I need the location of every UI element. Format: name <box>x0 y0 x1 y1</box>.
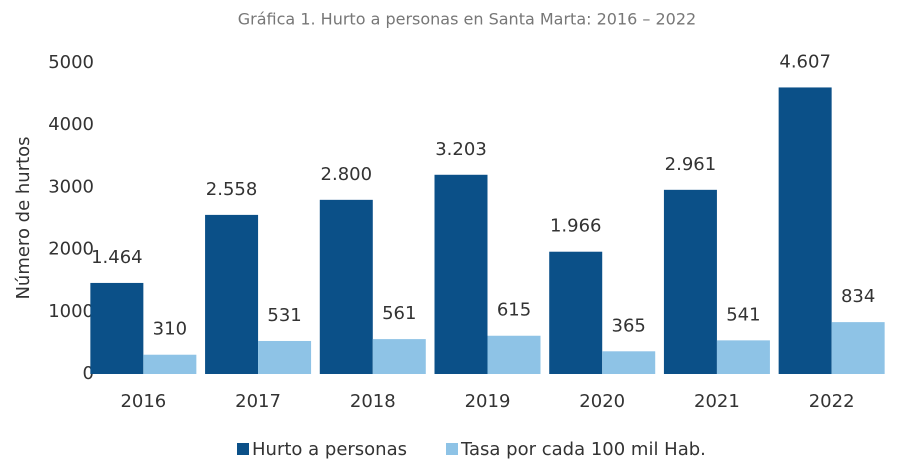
value-label: 615 <box>497 300 531 321</box>
bar <box>831 322 885 374</box>
value-label: 2.558 <box>206 179 258 200</box>
value-label: 531 <box>267 305 301 326</box>
value-label: 541 <box>726 304 760 325</box>
bar <box>258 340 312 374</box>
value-label: 4.607 <box>779 51 831 72</box>
bar <box>487 335 541 374</box>
y-tick-label: 0 <box>83 363 94 384</box>
bar <box>143 354 197 374</box>
x-tick-label: 2020 <box>579 391 625 412</box>
value-label: 365 <box>612 315 646 336</box>
x-tick-label: 2017 <box>235 391 281 412</box>
value-label: 1.966 <box>550 216 602 237</box>
x-tick-label: 2019 <box>465 391 511 412</box>
y-axis-label: Número de hurtos <box>13 136 34 299</box>
x-tick-label: 2021 <box>694 391 740 412</box>
bar <box>663 189 717 374</box>
chart-title: Gráfica 1. Hurto a personas en Santa Mar… <box>238 10 696 29</box>
value-label: 1.464 <box>91 247 143 268</box>
value-label: 561 <box>382 303 416 324</box>
y-tick-label: 3000 <box>48 176 94 197</box>
bar <box>319 199 373 374</box>
value-label: 834 <box>841 286 875 307</box>
y-tick-label: 1000 <box>48 301 94 322</box>
legend-label: Hurto a personas <box>252 439 407 459</box>
bar <box>205 214 259 374</box>
y-tick-label: 4000 <box>48 114 94 135</box>
bar <box>90 282 144 374</box>
bar <box>549 251 603 374</box>
x-tick-label: 2016 <box>120 391 166 412</box>
legend-swatch <box>237 443 249 455</box>
bar <box>602 351 656 374</box>
y-tick-label: 2000 <box>48 239 94 260</box>
y-tick-label: 5000 <box>48 52 94 73</box>
value-label: 2.961 <box>665 154 717 175</box>
value-label: 310 <box>153 319 187 340</box>
bar <box>716 340 770 374</box>
legend-label: Tasa por cada 100 mil Hab. <box>460 439 706 459</box>
bar <box>434 174 488 374</box>
value-label: 2.800 <box>321 164 373 185</box>
legend-swatch <box>446 443 458 455</box>
x-tick-label: 2022 <box>809 391 855 412</box>
x-tick-label: 2018 <box>350 391 396 412</box>
bar <box>372 339 426 374</box>
value-label: 3.203 <box>435 139 487 160</box>
bar <box>778 87 832 374</box>
